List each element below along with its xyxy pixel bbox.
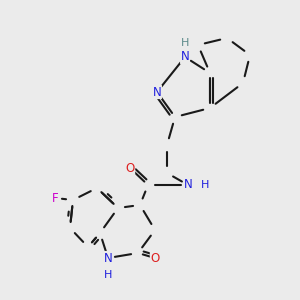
Text: H: H [104,270,112,280]
Text: N: N [184,178,192,191]
Text: O: O [150,251,160,265]
Text: N: N [153,85,161,98]
Text: N: N [103,251,112,265]
Text: H: H [201,180,209,190]
Text: O: O [125,161,135,175]
Text: F: F [52,191,58,205]
Text: H: H [181,38,189,48]
Text: N: N [181,50,189,64]
